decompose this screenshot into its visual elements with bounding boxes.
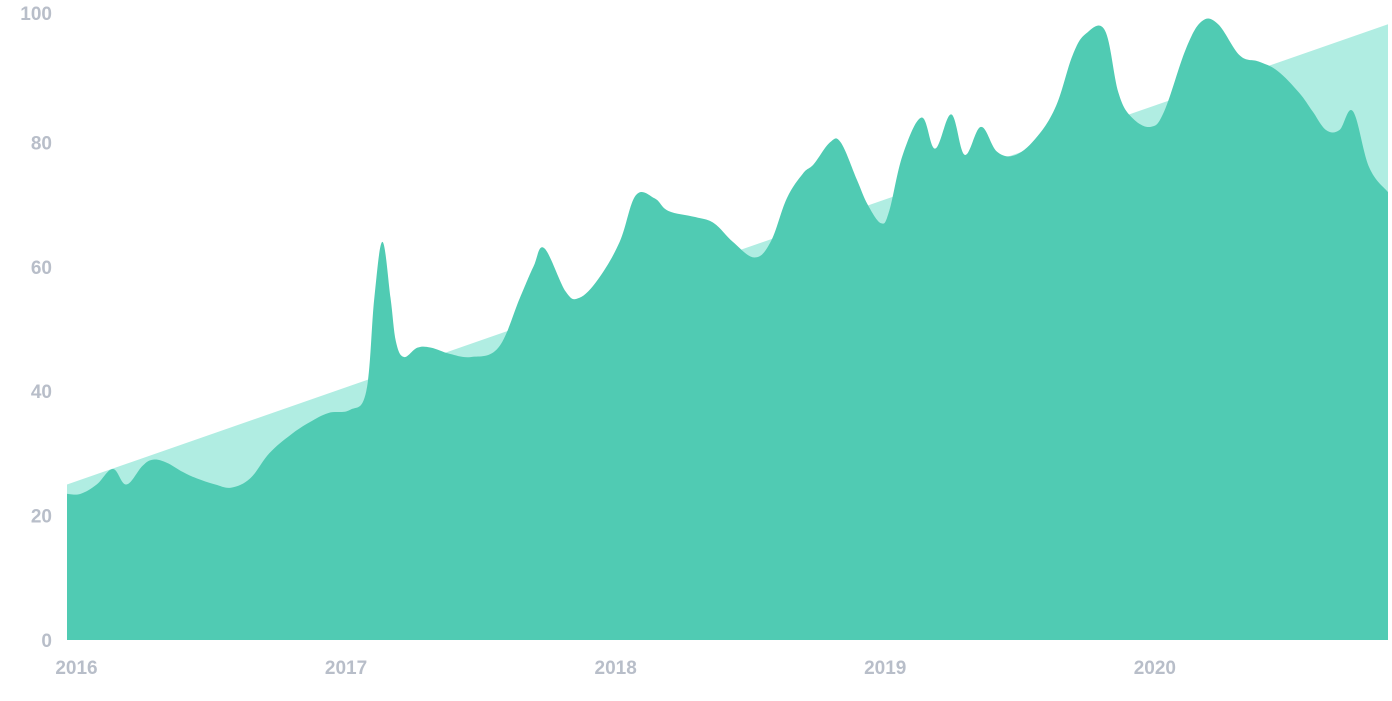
value-area <box>67 18 1388 640</box>
x-tick-label: 2016 <box>55 658 97 679</box>
x-axis-tick-labels: 2016 2017 2018 2019 2020 <box>55 658 1176 679</box>
y-tick-label: 100 <box>20 4 52 25</box>
x-tick-label: 2020 <box>1134 658 1176 679</box>
y-tick-label: 80 <box>31 133 52 154</box>
x-tick-label: 2019 <box>864 658 906 679</box>
y-tick-label: 0 <box>41 631 52 652</box>
x-tick-label: 2018 <box>595 658 637 679</box>
y-tick-label: 40 <box>31 382 52 403</box>
y-axis-tick-labels: 0 20 40 60 80 100 <box>20 4 52 652</box>
y-tick-label: 20 <box>31 507 52 528</box>
x-tick-label: 2017 <box>325 658 367 679</box>
plot-areas <box>67 18 1388 641</box>
y-tick-label: 60 <box>31 258 52 279</box>
